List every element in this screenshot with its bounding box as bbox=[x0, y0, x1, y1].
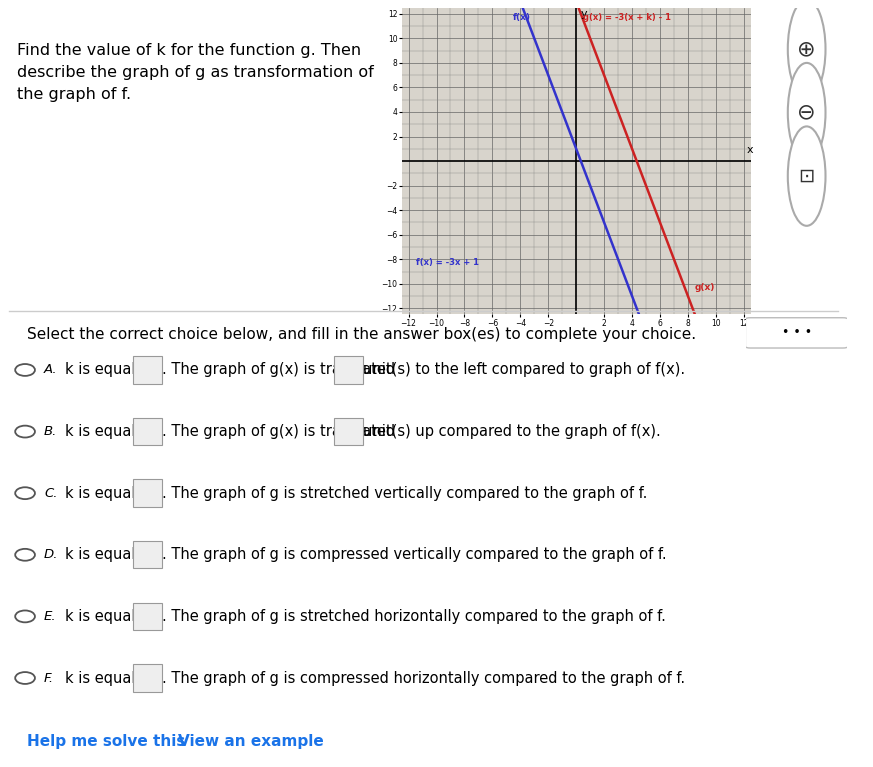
Text: ⊕: ⊕ bbox=[797, 39, 816, 59]
Text: k is equal to: k is equal to bbox=[65, 548, 159, 562]
Text: unit(s) up compared to the graph of f(x).: unit(s) up compared to the graph of f(x)… bbox=[362, 424, 660, 439]
FancyBboxPatch shape bbox=[333, 357, 362, 384]
FancyBboxPatch shape bbox=[133, 418, 162, 446]
Text: . The graph of g is stretched horizontally compared to the graph of f.: . The graph of g is stretched horizontal… bbox=[162, 609, 666, 624]
Text: k is equal to: k is equal to bbox=[65, 424, 159, 439]
Text: unit(s) to the left compared to graph of f(x).: unit(s) to the left compared to graph of… bbox=[362, 363, 684, 377]
Text: D.: D. bbox=[44, 548, 58, 561]
Text: k is equal to: k is equal to bbox=[65, 609, 159, 624]
Circle shape bbox=[15, 611, 35, 622]
Text: . The graph of g(x) is translated: . The graph of g(x) is translated bbox=[162, 363, 400, 377]
Circle shape bbox=[787, 63, 826, 163]
Circle shape bbox=[787, 127, 826, 225]
Text: ⊡: ⊡ bbox=[799, 166, 815, 186]
Text: View an example: View an example bbox=[178, 734, 324, 749]
Text: . The graph of g is compressed horizontally compared to the graph of f.: . The graph of g is compressed horizonta… bbox=[162, 670, 685, 686]
FancyBboxPatch shape bbox=[133, 479, 162, 507]
Text: A.: A. bbox=[44, 364, 58, 377]
Text: g(x) = -3(x + k) - 1: g(x) = -3(x + k) - 1 bbox=[583, 13, 671, 22]
FancyBboxPatch shape bbox=[133, 603, 162, 630]
Circle shape bbox=[15, 672, 35, 684]
Text: g(x): g(x) bbox=[695, 283, 715, 292]
Text: . The graph of g(x) is translated: . The graph of g(x) is translated bbox=[162, 424, 400, 439]
FancyBboxPatch shape bbox=[133, 357, 162, 384]
Text: x: x bbox=[746, 145, 753, 155]
Circle shape bbox=[15, 549, 35, 561]
FancyBboxPatch shape bbox=[133, 541, 162, 568]
Text: . The graph of g is stretched vertically compared to the graph of f.: . The graph of g is stretched vertically… bbox=[162, 486, 647, 501]
Circle shape bbox=[15, 364, 35, 376]
Circle shape bbox=[15, 487, 35, 499]
Text: E.: E. bbox=[44, 610, 57, 623]
Text: F.: F. bbox=[44, 672, 54, 684]
Text: C.: C. bbox=[44, 487, 58, 499]
Text: . The graph of g is compressed vertically compared to the graph of f.: . The graph of g is compressed verticall… bbox=[162, 548, 667, 562]
Text: y: y bbox=[581, 9, 587, 19]
Text: k is equal to: k is equal to bbox=[65, 670, 159, 686]
FancyBboxPatch shape bbox=[133, 664, 162, 692]
Text: ⊖: ⊖ bbox=[797, 103, 816, 123]
Text: f(x) = -3x + 1: f(x) = -3x + 1 bbox=[416, 258, 478, 268]
Circle shape bbox=[787, 0, 826, 99]
Text: k is equal to: k is equal to bbox=[65, 486, 159, 501]
Text: Select the correct choice below, and fill in the answer box(es) to complete your: Select the correct choice below, and fil… bbox=[26, 327, 696, 341]
Text: B.: B. bbox=[44, 425, 58, 438]
Text: f(x): f(x) bbox=[513, 13, 532, 22]
Text: k is equal to: k is equal to bbox=[65, 363, 159, 377]
FancyBboxPatch shape bbox=[333, 418, 362, 446]
FancyBboxPatch shape bbox=[746, 318, 848, 348]
Text: • • •: • • • bbox=[781, 327, 812, 339]
Circle shape bbox=[15, 426, 35, 437]
Text: Find the value of k for the function g. Then
describe the graph of g as transfor: Find the value of k for the function g. … bbox=[17, 43, 374, 102]
Text: Help me solve this: Help me solve this bbox=[26, 734, 185, 749]
